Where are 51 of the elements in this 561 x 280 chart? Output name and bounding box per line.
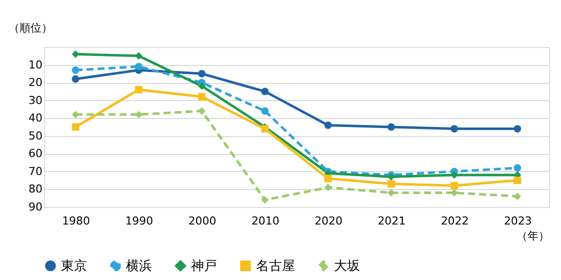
x-tick-label: 2021 bbox=[378, 214, 406, 228]
point bbox=[514, 125, 522, 132]
point bbox=[387, 180, 395, 188]
x-tick-label: 2020 bbox=[314, 214, 343, 228]
point bbox=[198, 82, 206, 90]
point bbox=[514, 176, 522, 184]
y-tick-label: 90 bbox=[28, 200, 42, 214]
x-tick-label: 1980 bbox=[62, 214, 90, 228]
point bbox=[324, 174, 332, 182]
legend-label: 神戸 bbox=[191, 258, 217, 274]
x-tick-label: 2022 bbox=[440, 214, 469, 228]
y-tick-label: 60 bbox=[28, 147, 42, 160]
point bbox=[134, 62, 142, 70]
point bbox=[72, 75, 80, 83]
y-tick-label: 40 bbox=[28, 112, 42, 125]
legend-label: 大坂 bbox=[334, 258, 360, 274]
y-tick-label: 70 bbox=[28, 164, 42, 178]
point bbox=[198, 107, 206, 115]
point bbox=[450, 189, 458, 196]
point bbox=[514, 164, 522, 172]
legend-label: 横浜 bbox=[126, 258, 152, 274]
point bbox=[72, 50, 80, 58]
point bbox=[514, 192, 522, 200]
x-tick-label: 2010 bbox=[251, 214, 280, 228]
point bbox=[198, 93, 206, 100]
point bbox=[324, 122, 332, 129]
x-tick-label: 2000 bbox=[188, 214, 216, 228]
point bbox=[134, 86, 142, 94]
point bbox=[198, 70, 206, 78]
legend-label: 東京 bbox=[61, 258, 87, 274]
point bbox=[261, 107, 269, 115]
point bbox=[72, 110, 80, 118]
x-tick-label: 1990 bbox=[125, 214, 154, 228]
point bbox=[72, 66, 80, 74]
point bbox=[387, 123, 395, 131]
x-tick-label: 2023 bbox=[504, 214, 532, 228]
y-tick-label: 10 bbox=[28, 58, 42, 72]
y-tick-label: 80 bbox=[28, 182, 42, 196]
point bbox=[261, 196, 269, 204]
y-tick-label: 30 bbox=[28, 94, 42, 107]
legend-label: 名古屋 bbox=[256, 258, 295, 274]
y-tick-label: 20 bbox=[28, 76, 42, 90]
point bbox=[261, 88, 269, 96]
y-axis-title: （順位） bbox=[8, 22, 52, 34]
y-tick-label: 50 bbox=[28, 129, 42, 142]
point bbox=[450, 125, 458, 132]
point bbox=[72, 123, 80, 131]
point bbox=[450, 182, 458, 190]
x-axis-title: （年） bbox=[516, 230, 550, 242]
point bbox=[387, 189, 395, 196]
point bbox=[324, 184, 332, 192]
